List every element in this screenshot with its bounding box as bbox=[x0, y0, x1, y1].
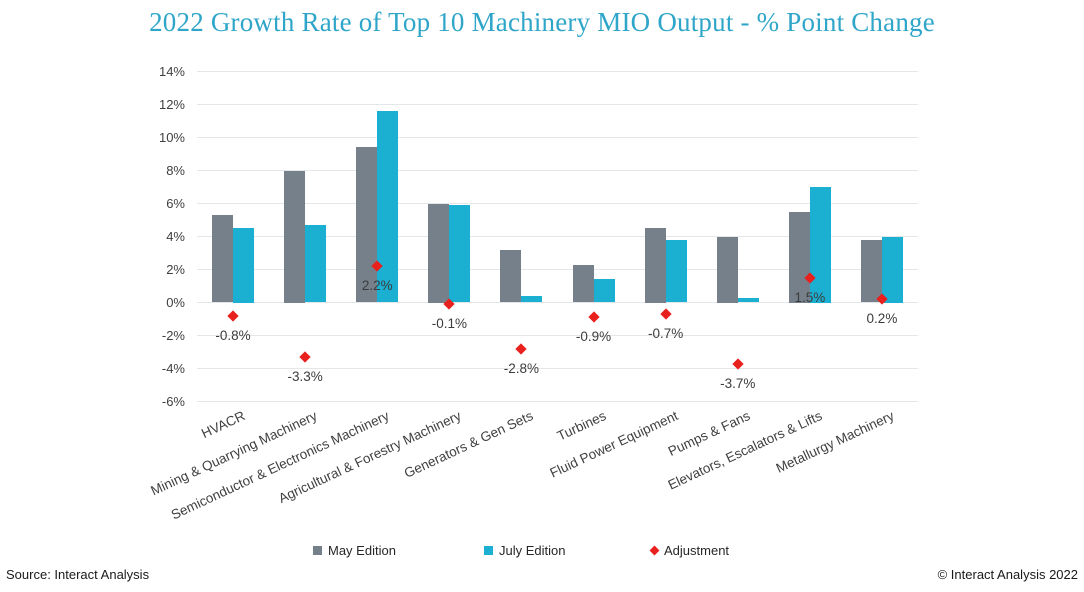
bar-july-edition bbox=[593, 279, 615, 303]
july-edition-swatch-icon bbox=[484, 546, 493, 555]
bar-july-edition bbox=[881, 236, 903, 303]
adjustment-marker bbox=[227, 310, 239, 322]
legend-item-may-edition: May Edition bbox=[313, 543, 396, 558]
adjustment-value-label: -2.8% bbox=[503, 360, 540, 376]
legend-item-adjustment: Adjustment bbox=[649, 543, 730, 558]
source-note: Source: Interact Analysis bbox=[6, 567, 150, 582]
adjustment-value-label: -0.1% bbox=[431, 316, 467, 332]
gridline bbox=[197, 368, 918, 369]
gridline bbox=[197, 71, 918, 72]
adjustment-value-label: -3.7% bbox=[720, 375, 756, 391]
bar-july-edition bbox=[449, 205, 471, 303]
y-tick-label: -2% bbox=[161, 327, 185, 343]
gridline bbox=[197, 104, 918, 105]
y-tick-label: -4% bbox=[161, 360, 185, 376]
bar-may-edition bbox=[716, 236, 738, 303]
y-tick-label: 2% bbox=[166, 261, 185, 277]
bar-july-edition bbox=[737, 297, 759, 303]
legend-label-may-edition: May Edition bbox=[328, 543, 396, 558]
bar-july-edition bbox=[521, 295, 543, 303]
adjustment-value-label: 2.2% bbox=[361, 278, 393, 294]
adjustment-marker bbox=[515, 343, 528, 355]
adjustment-value-label: -0.7% bbox=[648, 326, 684, 342]
legend: May Edition July Edition Adjustment bbox=[0, 543, 1084, 559]
bar-july-edition bbox=[377, 111, 399, 303]
gridline bbox=[197, 137, 918, 138]
copyright-note: © Interact Analysis 2022 bbox=[937, 567, 1078, 582]
adjustment-value-label: -0.8% bbox=[215, 327, 251, 343]
y-tick-label: 8% bbox=[166, 162, 185, 178]
may-edition-swatch-icon bbox=[313, 546, 322, 555]
gridline bbox=[197, 170, 918, 171]
bar-may-edition bbox=[500, 249, 522, 303]
bar-may-edition bbox=[212, 215, 234, 303]
gridline bbox=[197, 203, 918, 204]
bar-may-edition bbox=[644, 228, 666, 303]
y-tick-label: 10% bbox=[158, 129, 185, 145]
bar-may-edition bbox=[428, 203, 450, 303]
adjustment-marker bbox=[659, 308, 672, 320]
y-tick-label: 12% bbox=[158, 96, 185, 112]
bar-may-edition bbox=[572, 264, 594, 303]
adjustment-diamond-icon bbox=[649, 545, 660, 556]
legend-label-adjustment: Adjustment bbox=[664, 543, 730, 558]
bar-july-edition bbox=[809, 187, 831, 303]
legend-label-july-edition: July Edition bbox=[499, 543, 566, 558]
y-tick-label: 14% bbox=[158, 63, 185, 79]
adjustment-value-label: -0.9% bbox=[575, 329, 612, 345]
adjustment-marker bbox=[299, 351, 311, 363]
gridline bbox=[197, 401, 918, 402]
y-tick-label: 6% bbox=[166, 195, 185, 211]
adjustment-value-label: -3.3% bbox=[287, 368, 323, 384]
adjustment-value-label: 1.5% bbox=[794, 289, 826, 305]
chart-title: 2022 Growth Rate of Top 10 Machinery MIO… bbox=[149, 7, 935, 37]
adjustment-marker bbox=[587, 311, 600, 324]
y-tick-label: 4% bbox=[166, 228, 185, 244]
legend-item-july-edition: July Edition bbox=[484, 543, 565, 558]
bar-july-edition bbox=[305, 224, 327, 303]
y-tick-label: -6% bbox=[161, 393, 185, 409]
bar-may-edition bbox=[284, 170, 306, 303]
bar-july-edition bbox=[665, 239, 687, 303]
gridline bbox=[197, 335, 918, 336]
y-tick-label: 0% bbox=[166, 294, 185, 310]
bar-may-edition bbox=[788, 211, 810, 303]
gridline bbox=[197, 236, 918, 237]
bar-may-edition bbox=[860, 239, 882, 303]
adjustment-value-label: 0.2% bbox=[866, 311, 898, 327]
gridline bbox=[197, 269, 918, 270]
bar-july-edition bbox=[233, 228, 255, 303]
gridline bbox=[197, 302, 918, 303]
